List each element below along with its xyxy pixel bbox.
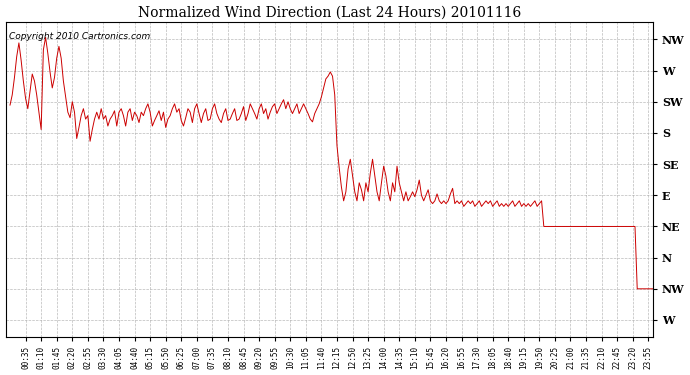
- Title: Normalized Wind Direction (Last 24 Hours) 20101116: Normalized Wind Direction (Last 24 Hours…: [137, 6, 521, 20]
- Text: Copyright 2010 Cartronics.com: Copyright 2010 Cartronics.com: [9, 32, 150, 40]
